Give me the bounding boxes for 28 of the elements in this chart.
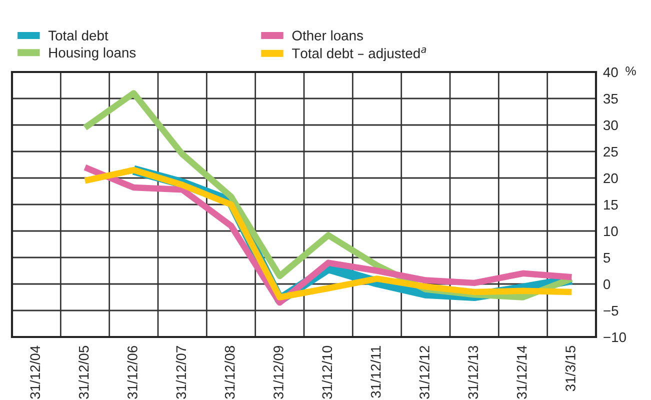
x-tick-label: 31/12/10 xyxy=(322,346,332,399)
y-axis-title: % xyxy=(626,66,636,76)
x-tick-label: 31/12/13 xyxy=(468,346,478,399)
y-tick-label: 5 xyxy=(604,252,610,263)
y-tick-label: 35 xyxy=(603,94,618,104)
y-tick-label: 25 xyxy=(604,146,618,157)
x-tick-label: 31/12/05 xyxy=(78,346,89,399)
x-tick-label: 31/3/15 xyxy=(565,346,576,392)
x-tick-label: 31/12/11 xyxy=(370,346,381,398)
x-tick-label: 31/12/09 xyxy=(273,346,284,399)
x-tick-label: 31/12/12 xyxy=(419,346,430,399)
x-tick-label: 31/12/14 xyxy=(516,346,527,399)
x-tick-label: 31/12/08 xyxy=(224,346,235,399)
x-tick-label: 31/12/07 xyxy=(176,346,186,399)
legend-label: Total debt – adjusted$^{a}$ xyxy=(292,47,426,62)
y-tick-label: −5 xyxy=(604,306,618,316)
y-tick-label: 10 xyxy=(604,226,618,236)
x-tick-label: 31/12/06 xyxy=(127,346,138,399)
legend-label: Other loans xyxy=(292,30,363,40)
legend-label: Total debt xyxy=(48,30,108,40)
y-tick-label: −10 xyxy=(604,332,626,342)
y-tick-label: 15 xyxy=(604,200,618,210)
y-tick-label: 20 xyxy=(604,173,618,184)
legend-label: Housing loans xyxy=(49,47,136,60)
x-tick-label: 31/12/04 xyxy=(30,346,40,399)
y-tick-label: 40 xyxy=(603,67,618,78)
y-tick-label: 30 xyxy=(603,120,618,130)
y-tick-label: 0 xyxy=(603,279,610,290)
